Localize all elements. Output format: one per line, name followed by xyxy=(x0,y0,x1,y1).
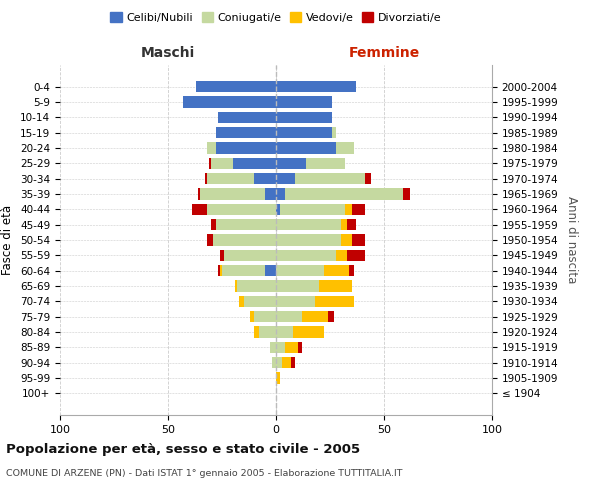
Bar xyxy=(215,219,276,230)
Text: COMUNE DI ARZENE (PN) - Dati ISTAT 1° gennaio 2005 - Elaborazione TUTTITALIA.IT: COMUNE DI ARZENE (PN) - Dati ISTAT 1° ge… xyxy=(6,468,403,477)
Bar xyxy=(347,219,356,230)
Bar xyxy=(276,158,306,169)
Bar xyxy=(215,127,276,138)
Bar xyxy=(276,342,284,353)
Bar xyxy=(337,142,354,154)
Bar xyxy=(298,342,302,353)
Bar xyxy=(276,204,280,215)
Bar xyxy=(276,234,341,246)
Bar xyxy=(218,265,220,276)
Bar xyxy=(283,357,291,368)
Bar xyxy=(215,142,276,154)
Bar xyxy=(205,173,207,184)
Bar xyxy=(276,280,319,292)
Bar xyxy=(280,204,345,215)
Bar xyxy=(276,81,356,92)
Bar xyxy=(352,234,365,246)
Bar xyxy=(347,250,365,261)
Text: Popolazione per età, sesso e stato civile - 2005: Popolazione per età, sesso e stato civil… xyxy=(6,442,360,456)
Bar xyxy=(276,250,337,261)
Bar xyxy=(341,219,347,230)
Bar xyxy=(214,234,276,246)
Bar xyxy=(306,158,345,169)
Bar xyxy=(276,127,332,138)
Bar xyxy=(328,311,334,322)
Bar xyxy=(265,265,276,276)
Bar xyxy=(207,173,254,184)
Bar xyxy=(302,311,328,322)
Bar xyxy=(244,296,276,307)
Text: Maschi: Maschi xyxy=(141,46,195,60)
Bar xyxy=(235,280,237,292)
Bar xyxy=(254,173,276,184)
Bar xyxy=(276,173,295,184)
Bar xyxy=(200,188,265,200)
Bar xyxy=(284,342,298,353)
Bar xyxy=(276,112,332,123)
Text: Femmine: Femmine xyxy=(349,46,419,60)
Bar xyxy=(222,265,265,276)
Bar xyxy=(276,265,323,276)
Bar xyxy=(323,265,349,276)
Bar xyxy=(276,142,337,154)
Bar xyxy=(218,112,276,123)
Bar xyxy=(276,296,315,307)
Bar xyxy=(220,250,224,261)
Bar xyxy=(276,219,341,230)
Bar xyxy=(192,204,207,215)
Bar xyxy=(220,265,222,276)
Bar xyxy=(207,204,276,215)
Legend: Celibi/Nubili, Coniugati/e, Vedovi/e, Divorziati/e: Celibi/Nubili, Coniugati/e, Vedovi/e, Di… xyxy=(106,8,446,28)
Y-axis label: Fasce di età: Fasce di età xyxy=(1,205,14,275)
Bar xyxy=(332,127,337,138)
Bar xyxy=(198,188,200,200)
Bar xyxy=(259,326,276,338)
Bar xyxy=(365,173,371,184)
Bar xyxy=(265,188,276,200)
Bar xyxy=(239,296,244,307)
Bar xyxy=(276,188,284,200)
Bar xyxy=(352,204,365,215)
Bar xyxy=(284,188,403,200)
Bar xyxy=(319,280,352,292)
Bar xyxy=(237,280,276,292)
Bar xyxy=(224,250,276,261)
Bar xyxy=(276,96,332,108)
Bar xyxy=(183,96,276,108)
Y-axis label: Anni di nascita: Anni di nascita xyxy=(565,196,578,284)
Bar xyxy=(209,158,211,169)
Bar xyxy=(211,158,233,169)
Bar xyxy=(254,311,276,322)
Bar xyxy=(291,357,295,368)
Bar xyxy=(233,158,276,169)
Bar xyxy=(341,234,352,246)
Bar xyxy=(276,326,293,338)
Bar xyxy=(403,188,410,200)
Bar xyxy=(293,326,323,338)
Bar xyxy=(269,342,276,353)
Bar xyxy=(315,296,354,307)
Bar xyxy=(276,372,280,384)
Bar xyxy=(295,173,365,184)
Bar xyxy=(276,311,302,322)
Bar xyxy=(272,357,276,368)
Bar xyxy=(196,81,276,92)
Bar xyxy=(207,142,215,154)
Bar xyxy=(211,219,215,230)
Bar xyxy=(254,326,259,338)
Bar xyxy=(349,265,354,276)
Bar xyxy=(345,204,352,215)
Bar xyxy=(250,311,254,322)
Bar xyxy=(207,234,214,246)
Bar xyxy=(337,250,347,261)
Bar xyxy=(276,357,283,368)
